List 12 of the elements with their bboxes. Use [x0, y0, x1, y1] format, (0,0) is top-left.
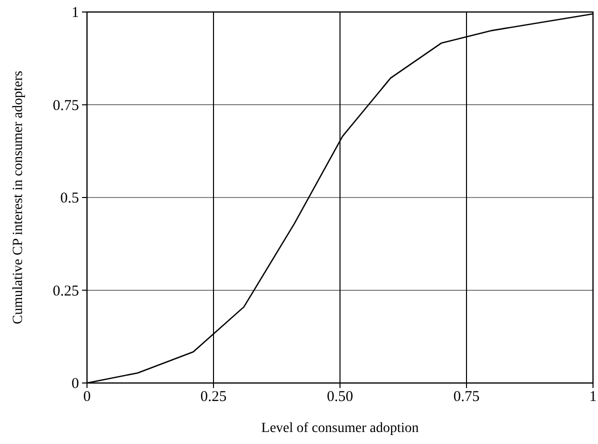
- y-tick-label: 0: [72, 376, 79, 392]
- x-axis-title: Level of consumer adoption: [261, 421, 419, 436]
- y-tick-label: 0.5: [60, 190, 79, 206]
- y-axis-title: Cumulative CP interest in consumer adopters: [11, 70, 26, 324]
- y-tick-label: 0.25: [52, 283, 79, 300]
- x-tick-label: 0.50: [326, 389, 354, 405]
- y-tick-label: 0.75: [52, 98, 79, 114]
- x-tick-label: 0.25: [200, 389, 227, 405]
- x-tick-label: 0: [83, 389, 91, 405]
- x-tick-label: 0.75: [453, 389, 480, 405]
- x-tick-label: 1: [589, 389, 597, 405]
- y-tick-label: 1: [72, 5, 79, 21]
